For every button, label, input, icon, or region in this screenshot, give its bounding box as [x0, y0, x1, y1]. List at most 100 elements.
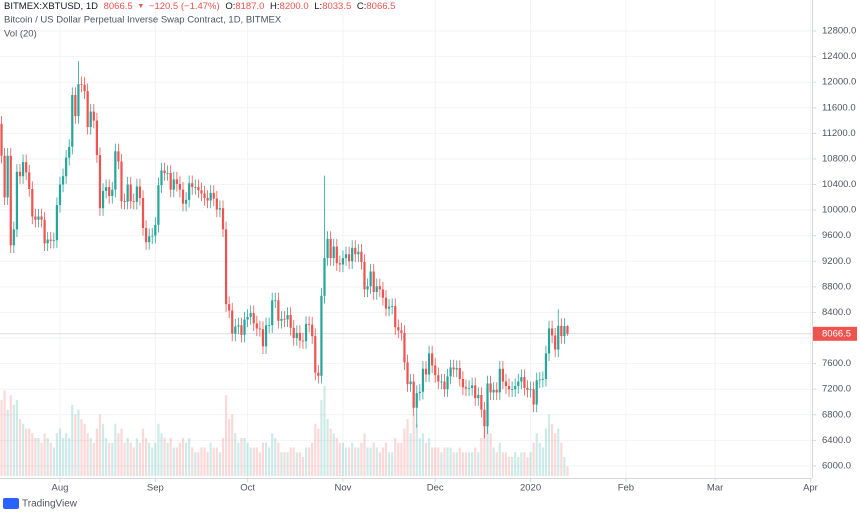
- volume-bar: [357, 447, 360, 476]
- volume-bar: [360, 442, 363, 476]
- candle-body: [514, 386, 517, 390]
- candle-body: [366, 286, 369, 290]
- volume-layer: [0, 385, 569, 476]
- candle-body: [108, 187, 111, 197]
- symbol: BITMEX:XBTUSD, 1D: [4, 1, 98, 12]
- volume-bar: [184, 442, 188, 476]
- volume-bar: [304, 447, 308, 476]
- axes: 6000.06400.06800.07200.07600.08000.08400…: [52, 26, 857, 494]
- volume-bar: [126, 438, 129, 476]
- volume-bar: [101, 423, 105, 476]
- candle-body: [34, 216, 37, 220]
- candle-body: [218, 208, 222, 210]
- candle-body: [498, 368, 501, 393]
- volume-bar: [105, 438, 108, 476]
- candle-body: [400, 330, 403, 333]
- volume-bar: [21, 423, 25, 476]
- volume-bar: [538, 442, 541, 476]
- candle-body: [289, 315, 292, 328]
- volume-bar: [108, 442, 111, 476]
- x-tick-label: Nov: [334, 483, 351, 494]
- volume-bar: [197, 452, 200, 476]
- candle-body: [191, 183, 194, 188]
- candle-body: [28, 172, 31, 190]
- volume-bar: [295, 452, 298, 476]
- y-tick-label: 7600.0: [822, 358, 851, 369]
- volume-bar: [412, 414, 415, 476]
- x-tick-label: 2020: [520, 483, 541, 494]
- candle-body: [492, 389, 495, 393]
- candle-body: [74, 94, 77, 117]
- volume-bar: [237, 442, 240, 476]
- volume-bar: [511, 457, 514, 476]
- candle-body: [83, 84, 86, 92]
- candle-body: [129, 184, 132, 202]
- volume-bar: [326, 419, 329, 476]
- candle-body: [258, 328, 262, 330]
- volume-bar: [375, 447, 378, 476]
- candle-body: [271, 300, 274, 326]
- candle-body: [338, 263, 341, 265]
- candle-body: [369, 271, 372, 287]
- volume-bar: [258, 452, 262, 476]
- candle-body: [507, 386, 511, 390]
- volume-bar: [501, 452, 504, 476]
- volume-bar: [418, 438, 421, 476]
- volume-bar: [157, 423, 160, 476]
- volume-bar: [151, 447, 154, 476]
- y-tick-label: 9600.0: [822, 230, 851, 241]
- candle-body: [317, 372, 320, 376]
- candle-body: [517, 381, 520, 387]
- volume-bar: [424, 442, 428, 476]
- volume-bar: [12, 404, 15, 476]
- y-tick-label: 11200.0: [822, 128, 856, 139]
- candle-body: [538, 379, 541, 381]
- candle-body: [354, 247, 357, 255]
- candle-body: [427, 353, 431, 375]
- volume-bar: [243, 438, 246, 476]
- candle-body: [523, 377, 526, 388]
- candle-body: [560, 325, 563, 337]
- low-key: L:: [314, 1, 322, 12]
- volume-bar: [547, 414, 551, 476]
- candle-body: [557, 325, 560, 350]
- volume-bar: [114, 423, 117, 476]
- candle-body: [311, 324, 314, 337]
- candle-body: [566, 326, 569, 334]
- y-tick-label: 10800.0: [822, 153, 856, 164]
- volume-bar: [446, 447, 449, 476]
- candle-body: [504, 381, 508, 387]
- candle-body: [9, 155, 12, 246]
- volume-bar: [458, 447, 461, 476]
- candle-body: [381, 289, 385, 298]
- candle-body: [12, 229, 15, 246]
- candle-body: [563, 326, 566, 337]
- volume-bar: [83, 423, 86, 476]
- volume-bar: [498, 442, 501, 476]
- volume-bar: [372, 442, 375, 476]
- candle-body: [304, 323, 308, 342]
- candle-body: [431, 353, 434, 366]
- candle-body: [25, 162, 28, 173]
- y-tick-label: 12400.0: [822, 51, 856, 62]
- volume-bar: [160, 433, 163, 476]
- candle-body: [117, 151, 120, 162]
- volume-bar: [366, 447, 369, 476]
- candle-body: [154, 224, 157, 236]
- candle-body: [264, 325, 268, 347]
- volume-bar: [437, 447, 440, 476]
- candle-body: [3, 155, 6, 198]
- volume-bar: [191, 447, 194, 476]
- volume-bar: [172, 447, 175, 476]
- candle-body: [446, 376, 449, 390]
- volume-bar: [504, 452, 508, 476]
- brand-logo[interactable]: TradingView: [3, 498, 78, 510]
- y-tick-label: 6400.0: [822, 435, 851, 446]
- volume-bar: [135, 438, 138, 476]
- volume-bar: [341, 442, 345, 476]
- volume-bar: [335, 438, 338, 476]
- volume-bar: [461, 452, 465, 476]
- volume-bar: [431, 447, 434, 476]
- volume-bar: [535, 433, 538, 476]
- volume-bar: [89, 438, 92, 476]
